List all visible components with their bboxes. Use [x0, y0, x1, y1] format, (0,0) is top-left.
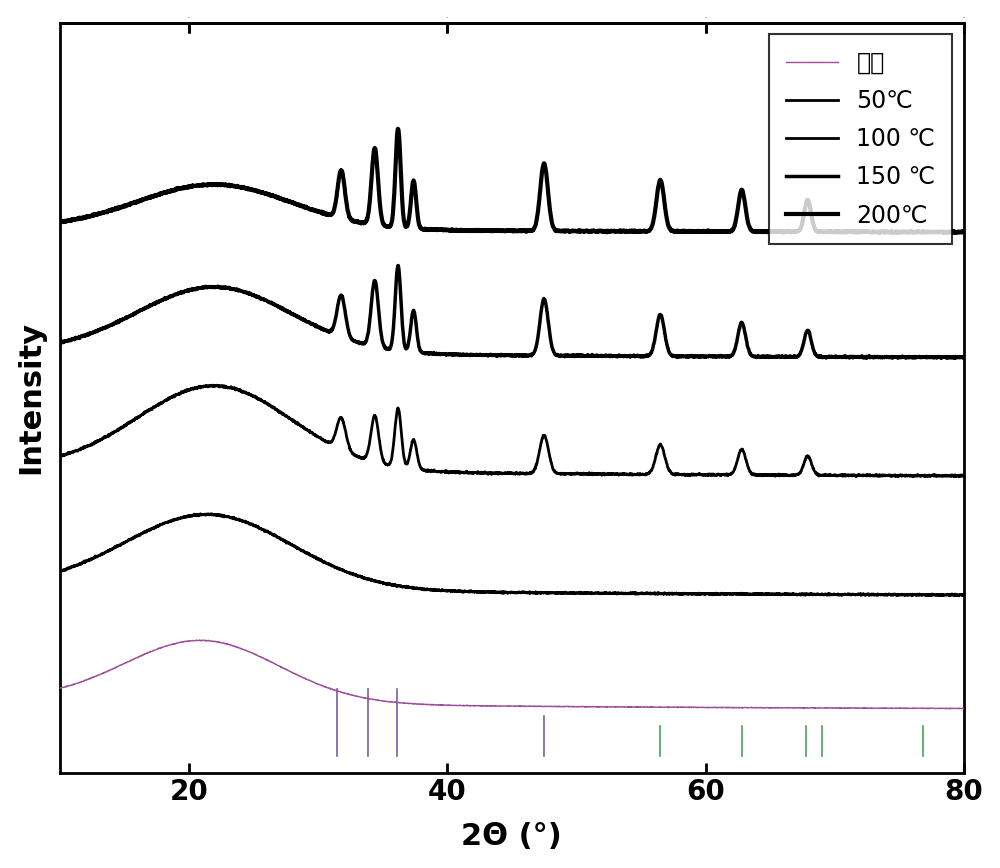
- X-axis label: 2Θ (°): 2Θ (°): [461, 822, 562, 852]
- Y-axis label: Intensity: Intensity: [17, 321, 46, 474]
- Legend: 丝素, 50℃, 100 ℃, 150 ℃, 200℃: 丝素, 50℃, 100 ℃, 150 ℃, 200℃: [769, 35, 952, 244]
